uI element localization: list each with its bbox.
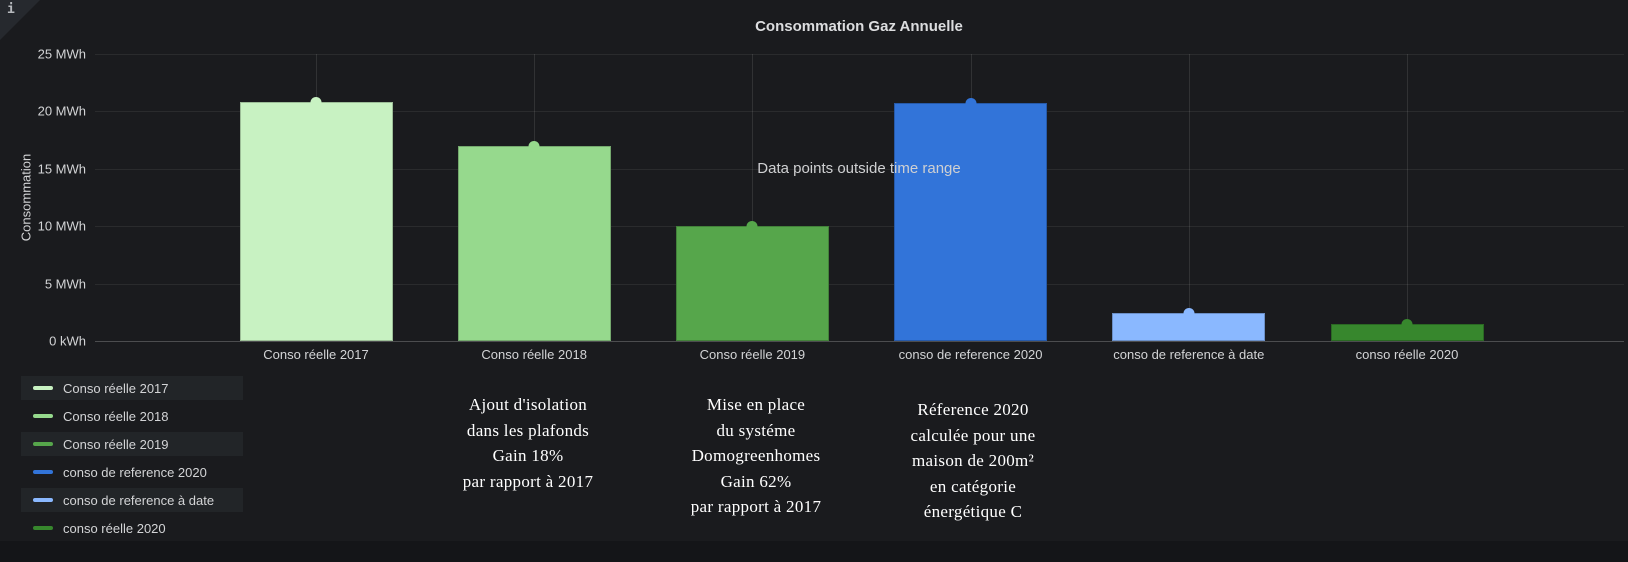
gridline-vertical <box>1407 54 1408 341</box>
annotation-line: par rapport à 2017 <box>462 471 594 491</box>
bar-conso-r-elle-2020[interactable] <box>1330 318 1484 341</box>
gridline-horizontal <box>95 226 1624 228</box>
bar-point-marker <box>528 140 540 152</box>
annotation-line: énergétique C <box>923 502 1023 521</box>
y-tick-label: 15 MWh <box>37 161 86 177</box>
bar-point-marker <box>1183 308 1195 320</box>
bar-conso-de-reference-2020[interactable] <box>894 98 1048 341</box>
legend-item-conso-r-elle-2020[interactable]: conso réelle 2020 <box>21 516 243 540</box>
gridline-vertical <box>752 54 754 341</box>
legend-item-label: Conso réelle 2018 <box>63 408 169 424</box>
bar-point-marker <box>310 97 322 109</box>
bar-conso-de-reference-date[interactable] <box>1112 308 1266 341</box>
x-tick-label: Conso réelle 2017 <box>263 347 369 362</box>
legend-item-label: Conso réelle 2019 <box>63 436 169 452</box>
y-tick-label: 20 MWh <box>37 103 86 119</box>
annotation-line: en catégorie <box>929 476 1017 496</box>
gridline-vertical <box>1188 54 1190 341</box>
x-tick-label: conso réelle 2020 <box>1355 347 1459 362</box>
x-axis-line <box>95 341 1624 342</box>
legend-item-conso-de-reference-date[interactable]: conso de reference à date <box>21 488 243 512</box>
gridline-horizontal <box>95 111 1624 113</box>
annotation-line: calculée pour une <box>910 425 1036 445</box>
x-tick-label: conso de reference 2020 <box>898 347 1043 362</box>
bar-point-marker <box>965 98 977 110</box>
annotation-line: Mise en place <box>706 395 806 414</box>
time-range-warning: Data points outside time range <box>757 160 961 177</box>
x-tick-label: Conso réelle 2019 <box>699 347 806 362</box>
annotation-line: dans les plafonds <box>466 420 590 440</box>
bar-conso-r-elle-2017[interactable] <box>239 97 393 341</box>
x-tick-label: conso de reference à date <box>1113 347 1265 362</box>
legend-swatch <box>33 526 53 530</box>
gridline-horizontal <box>95 168 1624 170</box>
page-background-strip <box>0 541 1628 562</box>
annotation-line: Domogreenhomes <box>691 446 821 465</box>
gridline-horizontal <box>95 283 1624 285</box>
legend-swatch <box>33 470 53 474</box>
legend-item-conso-r-elle-2017[interactable]: Conso réelle 2017 <box>21 376 243 400</box>
legend-item-label: conso de reference à date <box>63 492 215 508</box>
annotation-line: Réference 2020 <box>917 400 1029 419</box>
annotation-line: Gain 18% <box>492 446 564 465</box>
annotation-line: du systéme <box>716 420 796 440</box>
bar-conso-r-elle-2019[interactable] <box>675 221 829 341</box>
info-icon: i <box>7 2 15 17</box>
annotation-line: Ajout d'isolation <box>468 395 588 414</box>
y-tick-label: 0 kWh <box>49 333 86 349</box>
panel-info-corner[interactable] <box>0 0 40 40</box>
chart-annotation: Ajout d'isolation dans les plafonds Gain 1… <box>463 392 594 494</box>
y-tick-label: 25 MWh <box>37 46 86 62</box>
legend-item-conso-de-reference-2020[interactable]: conso de reference 2020 <box>21 460 243 484</box>
chart-annotation: Réference 2020 calculée pour une maison de… <box>911 397 1036 525</box>
legend-swatch <box>33 498 53 502</box>
legend-swatch <box>33 414 53 418</box>
y-tick-label: 5 MWh <box>44 276 86 292</box>
x-tick-label: Conso réelle 2018 <box>481 347 587 362</box>
chart-annotation: Mise en place du systéme Domogreenhomes Gai… <box>691 392 822 520</box>
bar-conso-r-elle-2018[interactable] <box>457 140 611 341</box>
legend-swatch <box>33 442 53 446</box>
legend-item-label: conso de reference 2020 <box>63 464 207 480</box>
legend-swatch <box>33 386 53 390</box>
legend-item-label: conso réelle 2020 <box>63 520 166 536</box>
annotation-line: Gain 62% <box>720 471 792 491</box>
legend-item-conso-r-elle-2019[interactable]: Conso réelle 2019 <box>21 432 243 456</box>
annotation-line: par rapport à 2017 <box>690 497 822 516</box>
panel-title: Consommation Gaz Annuelle <box>755 18 963 35</box>
y-tick-label: 10 MWh <box>37 218 86 234</box>
gridline-horizontal <box>95 54 1624 55</box>
legend-item-conso-r-elle-2018[interactable]: Conso réelle 2018 <box>21 404 243 428</box>
annotation-line: maison de 200m² <box>912 451 1034 470</box>
bar-point-marker <box>1401 318 1413 330</box>
legend-item-label: Conso réelle 2017 <box>63 380 169 396</box>
bar-point-marker <box>746 221 758 233</box>
